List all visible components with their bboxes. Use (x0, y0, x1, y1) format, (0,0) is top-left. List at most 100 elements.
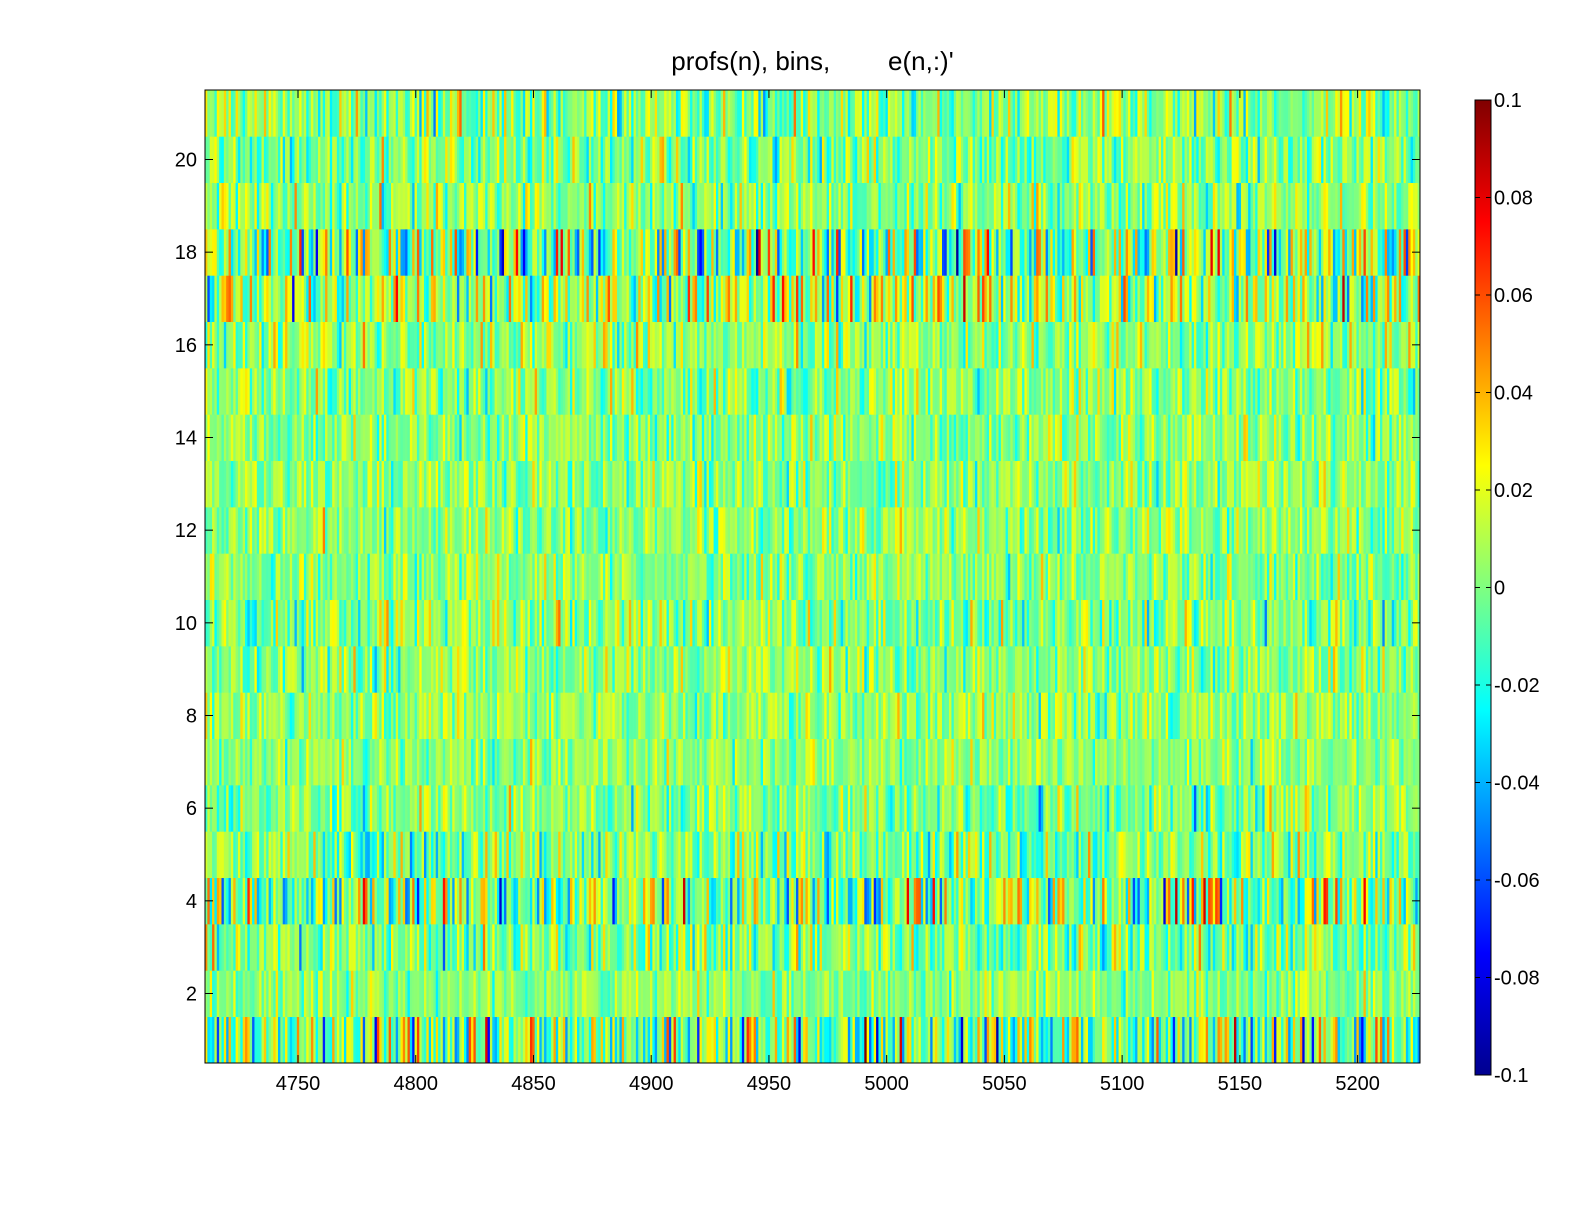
heatmap-cell (1304, 924, 1308, 971)
heatmap-cell (1384, 738, 1388, 786)
heatmap-cell (1179, 1016, 1183, 1064)
heatmap-cell (409, 924, 413, 971)
heatmap-cell (1043, 1016, 1046, 1064)
heatmap-cell (998, 1016, 1002, 1064)
heatmap-cell (1005, 785, 1009, 832)
heatmap-cell (577, 785, 580, 832)
heatmap-cell (600, 599, 604, 647)
heatmap-cell (614, 831, 618, 879)
heatmap-cell (1250, 785, 1254, 832)
heatmap-cell (346, 924, 349, 971)
heatmap-cell (242, 970, 246, 1018)
heatmap-cell (1302, 785, 1305, 832)
heatmap-cell (551, 970, 554, 1018)
heatmap-cell (1274, 1016, 1277, 1064)
heatmap-cell (1022, 877, 1025, 925)
heatmap-cell (998, 599, 1002, 647)
heatmap-cell (1010, 831, 1013, 879)
heatmap-cell (310, 646, 314, 693)
heatmap-cell (1055, 877, 1058, 925)
heatmap-cell (245, 924, 248, 971)
heatmap-cell (353, 877, 357, 925)
heatmap-cell (991, 692, 995, 740)
heatmap-cell (456, 970, 460, 1018)
heatmap-cell (306, 599, 309, 647)
heatmap-cell (916, 785, 919, 832)
heatmap-cell (480, 1016, 484, 1064)
heatmap-cell (468, 738, 472, 786)
heatmap-cell (1372, 831, 1376, 879)
heatmap-cell (1064, 738, 1068, 786)
heatmap-cell (1410, 877, 1414, 925)
heatmap-cell (624, 599, 627, 647)
heatmap-cell (567, 599, 571, 647)
heatmap-cell (925, 785, 929, 832)
heatmap-cell (1412, 738, 1416, 786)
heatmap-cell (219, 831, 222, 879)
heatmap-cell (1311, 970, 1315, 1018)
heatmap-cell (909, 970, 912, 1018)
heatmap-cell (1212, 877, 1216, 925)
heatmap-cell (327, 646, 331, 693)
heatmap-cell (1083, 831, 1086, 879)
heatmap-cell (259, 692, 262, 740)
heatmap-cell (277, 692, 281, 740)
heatmap-cell (996, 924, 999, 971)
heatmap-cell (577, 831, 580, 879)
heatmap-cell (605, 1016, 608, 1064)
heatmap-cell (774, 877, 778, 925)
heatmap-cell (1066, 1016, 1070, 1064)
heatmap-cell (266, 1016, 269, 1064)
heatmap-cell (478, 599, 481, 647)
heatmap-cell (212, 877, 215, 925)
heatmap-cell (1323, 877, 1327, 925)
heatmap-cell (1325, 1016, 1329, 1064)
heatmap-cell (878, 831, 882, 879)
heatmap-cell (287, 599, 291, 647)
heatmap-cell (1252, 831, 1256, 879)
heatmap-cell (1408, 1016, 1411, 1064)
heatmap-cell (1165, 738, 1169, 786)
heatmap-cell (1330, 785, 1334, 832)
heatmap-cell (730, 831, 733, 879)
heatmap-cell (416, 785, 420, 832)
heatmap-cell (998, 785, 1002, 832)
heatmap-cell (1024, 831, 1028, 879)
heatmap-cell (438, 692, 441, 740)
heatmap-cell (301, 646, 305, 693)
heatmap-cell (1285, 738, 1289, 786)
heatmap-cell (1120, 1016, 1124, 1064)
heatmap-cell (701, 970, 705, 1018)
heatmap-cell (506, 924, 510, 971)
heatmap-cell (518, 599, 521, 647)
heatmap-cell (360, 646, 364, 693)
heatmap-cell (1092, 785, 1096, 832)
heatmap-cell (1351, 877, 1355, 925)
heatmap-cell (852, 831, 856, 879)
heatmap-cell (939, 970, 943, 1018)
heatmap-cell (661, 738, 665, 786)
heatmap-cell (289, 1016, 293, 1064)
heatmap-cell (362, 1016, 366, 1064)
heatmap-cell (216, 1016, 220, 1064)
heatmap-cell (1078, 970, 1082, 1018)
heatmap-cell (398, 1016, 401, 1064)
heatmap-cell (1106, 646, 1110, 693)
heatmap-cell (1097, 692, 1101, 740)
heatmap-cell (212, 738, 215, 786)
heatmap-cell (1285, 970, 1289, 1018)
heatmap-cell (249, 646, 253, 693)
heatmap-cell (861, 970, 865, 1018)
heatmap-cell (796, 1016, 799, 1064)
heatmap-cell (268, 692, 272, 740)
heatmap-cell (1354, 1016, 1357, 1064)
heatmap-cell (416, 1016, 420, 1064)
heatmap-cell (471, 924, 474, 971)
heatmap-cell (692, 970, 696, 1018)
heatmap-cell (1175, 970, 1178, 1018)
heatmap-cell (960, 924, 964, 971)
heatmap-cell (1323, 1016, 1327, 1064)
heatmap-cell (1250, 831, 1254, 879)
heatmap-cell (1118, 692, 1122, 740)
heatmap-cell (901, 738, 905, 786)
